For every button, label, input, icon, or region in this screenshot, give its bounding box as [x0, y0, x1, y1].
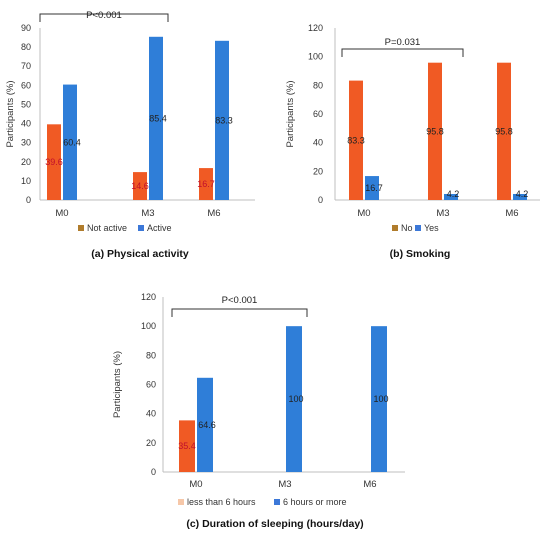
y-tick-label: 20: [146, 438, 156, 448]
bar-series-1: [47, 124, 61, 200]
data-label: 64.6: [198, 420, 216, 430]
data-label: 100: [288, 394, 303, 404]
legend-label: 6 hours or more: [283, 497, 347, 507]
data-label: 14.6: [131, 181, 149, 191]
bar-series-2: [444, 193, 458, 200]
significance-bracket: [171, 308, 308, 317]
legend-label: Not active: [87, 223, 127, 233]
y-tick-label: 100: [308, 52, 323, 62]
bar-series-2: [149, 36, 163, 201]
data-label: 85.4: [149, 113, 167, 123]
x-tick-label: M0: [357, 208, 370, 219]
significance-label: P<0.001: [222, 295, 258, 306]
y-tick-label: 80: [146, 350, 156, 360]
y-tick-label: 50: [21, 99, 31, 109]
y-tick-label: 0: [318, 195, 323, 205]
x-tick-label: M3: [141, 208, 154, 219]
data-label: 83.3: [347, 135, 365, 145]
bar-series-2: [215, 40, 229, 200]
y-tick-label: 20: [313, 166, 323, 176]
data-label: 95.8: [426, 126, 444, 136]
data-label: 16.7: [197, 179, 215, 189]
data-label: 60.4: [63, 137, 81, 147]
significance-bracket: [341, 48, 464, 57]
y-tick-label: 30: [21, 138, 31, 148]
y-tick-label: 120: [141, 292, 156, 302]
x-tick-label: M0: [55, 208, 68, 219]
y-tick-label: 80: [313, 80, 323, 90]
y-tick-label: 20: [21, 157, 31, 167]
chart-caption: (a) Physical activity: [91, 248, 189, 260]
x-tick-label: M3: [436, 208, 449, 219]
chart-sleep-duration: 0 20 40 60 80 100 120 Participants (%) 35.4 64.6 M…: [112, 292, 405, 530]
bar-series-2: [371, 326, 387, 472]
legend-swatch: [392, 225, 398, 231]
bar-series-2: [365, 176, 379, 200]
chart-caption: (c) Duration of sleeping (hours/day): [186, 518, 363, 530]
chart-smoking: 0 20 40 60 80 100 120 Participants (%) 83.3 16.7 M…: [285, 23, 540, 260]
x-tick-label: M3: [278, 479, 291, 490]
y-axis-label: Participants (%): [5, 80, 16, 147]
y-axis-label: Participants (%): [112, 351, 123, 418]
data-label: 4.2: [447, 189, 460, 199]
y-tick-label: 60: [146, 380, 156, 390]
x-tick-label: M6: [505, 208, 518, 219]
significance-label: P=0.031: [385, 37, 421, 48]
y-tick-label: 90: [21, 23, 31, 33]
bar-series-2: [513, 193, 527, 200]
y-tick-label: 60: [21, 80, 31, 90]
y-tick-label: 100: [141, 321, 156, 331]
bar-series-1: [428, 62, 442, 200]
y-tick-label: 0: [151, 467, 156, 477]
legend-label: less than 6 hours: [187, 497, 256, 507]
data-label: 35.4: [178, 441, 196, 451]
bar-series-1: [497, 62, 511, 200]
data-label: 100: [373, 394, 388, 404]
y-tick-label: 120: [308, 23, 323, 33]
legend-swatch: [78, 225, 84, 231]
y-tick-label: 0: [26, 195, 31, 205]
y-tick-label: 40: [313, 138, 323, 148]
y-tick-label: 10: [21, 176, 31, 186]
y-tick-label: 70: [21, 61, 31, 71]
data-label: 4.2: [516, 189, 529, 199]
significance-label: P<0.001: [86, 10, 122, 21]
bar-series-2: [63, 84, 77, 200]
bar-series-1: [179, 420, 195, 472]
chart-caption: (b) Smoking: [390, 248, 451, 260]
bar-series-2: [286, 326, 302, 472]
y-tick-label: 60: [313, 109, 323, 119]
data-label: 83.3: [215, 115, 233, 125]
y-tick-label: 40: [146, 409, 156, 419]
legend-label: No: [401, 223, 413, 233]
x-tick-label: M6: [207, 208, 220, 219]
bar-series-2: [197, 377, 213, 472]
y-tick-label: 40: [21, 119, 31, 129]
legend-swatch: [415, 225, 421, 231]
legend-swatch: [138, 225, 144, 231]
legend-swatch: [178, 499, 184, 505]
y-axis-label: Participants (%): [285, 80, 296, 147]
y-tick-label: 80: [21, 42, 31, 52]
x-tick-label: M6: [363, 479, 376, 490]
legend-label: Yes: [424, 223, 439, 233]
data-label: 39.6: [45, 157, 63, 167]
data-label: 16.7: [365, 183, 383, 193]
chart-physical-activity: 0 10 20 30 40 50 60 70 80 90 Participants (%) 39.66…: [5, 10, 255, 260]
bar-series-1: [349, 80, 363, 200]
legend-label: Active: [147, 223, 172, 233]
data-label: 95.8: [495, 126, 513, 136]
significance-bracket: [39, 13, 169, 22]
x-tick-label: M0: [189, 479, 202, 490]
legend-swatch: [274, 499, 280, 505]
bar-series-1: [133, 172, 147, 200]
bar-series-1: [199, 168, 213, 200]
